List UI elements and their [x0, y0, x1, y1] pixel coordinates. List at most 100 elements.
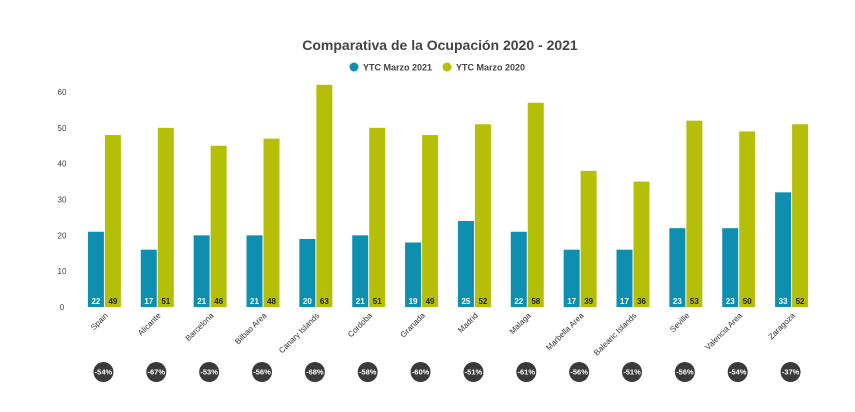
bar-value-label: 21 — [356, 297, 365, 306]
bar — [140, 249, 157, 307]
bar-value-label: 51 — [161, 297, 170, 306]
variation-badge — [357, 362, 378, 382]
bar-value-label: 17 — [144, 297, 153, 306]
bar — [352, 235, 369, 307]
variation-label: -56% — [570, 368, 588, 377]
x-tick-label: Bilbao Area — [233, 311, 269, 347]
variation-badge — [410, 362, 431, 382]
x-tick-label: Cordoba — [346, 311, 374, 339]
variation-badge — [569, 362, 590, 382]
variation-badge — [622, 362, 642, 382]
variation-badge — [93, 362, 114, 382]
variation-label: -51% — [465, 368, 483, 377]
x-tick-label: Spain — [89, 311, 110, 332]
bar-value-label: 20 — [303, 297, 312, 306]
y-tick-label: 50 — [58, 124, 67, 133]
bar-value-label: 33 — [779, 297, 788, 306]
x-tick-label: Balearic Islands — [592, 311, 638, 357]
bar-value-label: 46 — [214, 297, 223, 306]
x-tick-label: Madrid — [456, 311, 480, 335]
bar — [457, 221, 474, 307]
bar-value-label: 36 — [637, 297, 646, 306]
y-tick-label: 0 — [60, 303, 65, 312]
bar — [316, 84, 333, 307]
variation-label: -60% — [412, 368, 430, 377]
bar — [669, 228, 686, 307]
x-tick-label: Valencia Area — [703, 311, 744, 352]
bar-value-label: 25 — [461, 297, 470, 306]
bar-value-label: 52 — [478, 297, 487, 306]
variation-label: -54% — [729, 368, 747, 377]
bar — [87, 231, 104, 307]
bar — [633, 181, 650, 307]
bar — [246, 235, 263, 307]
legend-label: YTC Marzo 2021 — [363, 63, 432, 73]
x-tick-label: Barcelona — [184, 311, 216, 343]
variation-label: -58% — [359, 368, 377, 377]
variation-label: -53% — [200, 368, 218, 377]
bar-value-label: 52 — [796, 297, 805, 306]
bar-value-label: 50 — [743, 297, 752, 306]
bar — [616, 249, 633, 307]
variation-badge — [463, 362, 484, 382]
variation-label: -56% — [676, 368, 694, 377]
bar — [739, 131, 756, 307]
x-axis: Spain Alicante Barcelona Bilbao Area Canary … — [89, 311, 797, 358]
y-axis: 0 10 20 30 40 50 60 — [58, 88, 67, 312]
bar-value-label: 19 — [409, 297, 418, 306]
bar-value-label: 39 — [584, 297, 593, 306]
variation-badge — [727, 362, 748, 382]
bar — [422, 135, 439, 307]
variation-badge — [252, 362, 272, 382]
x-tick-label: Granada — [399, 311, 428, 340]
bar — [527, 102, 544, 307]
variation-label: -61% — [518, 368, 536, 377]
legend: YTC Marzo 2021 YTC Marzo 2020 — [349, 62, 525, 73]
y-tick-label: 30 — [58, 196, 67, 205]
bar — [474, 124, 491, 307]
bar — [775, 192, 792, 307]
bar — [299, 238, 316, 307]
bar-value-label: 22 — [91, 297, 100, 306]
legend-marker — [442, 62, 452, 72]
bar — [210, 145, 227, 307]
x-tick-label: Canary Islands — [277, 311, 321, 355]
bar-value-label: 17 — [567, 297, 576, 306]
variation-label: -67% — [148, 368, 166, 377]
bar — [792, 124, 809, 307]
bar-value-label: 48 — [267, 297, 276, 306]
variation-badge — [146, 362, 167, 382]
variation-badge — [516, 362, 537, 382]
bar — [722, 228, 739, 307]
variation-label: -56% — [253, 368, 271, 377]
variation-label: -54% — [95, 368, 113, 377]
x-tick-label: Alicante — [136, 311, 163, 338]
bar-value-label: 49 — [108, 297, 117, 306]
bar — [193, 235, 210, 307]
variation-badges: -54% -67% -53% -56% -68% -58% -60% -51% -61% -56%… — [93, 362, 801, 382]
bar-value-label: 21 — [197, 297, 206, 306]
bar — [510, 231, 527, 307]
bar — [369, 127, 386, 307]
bar-value-label: 17 — [620, 297, 629, 306]
variation-label: -51% — [623, 368, 641, 377]
variation-badge — [674, 362, 695, 382]
bar-value-label: 51 — [373, 297, 382, 306]
bar-value-label: 23 — [673, 297, 682, 306]
bar-value-label: 22 — [514, 297, 523, 306]
bar-value-label: 63 — [320, 297, 329, 306]
variation-badge — [304, 362, 325, 382]
bar — [580, 170, 597, 307]
bar — [104, 135, 121, 307]
legend-label: YTC Marzo 2020 — [456, 63, 525, 73]
bar — [405, 242, 422, 307]
x-tick-label: Malaga — [508, 311, 533, 336]
y-tick-label: 40 — [58, 160, 67, 169]
y-tick-label: 10 — [58, 267, 67, 276]
bars: 22 49 17 51 21 46 21 48 20 63 21 51 19 49 25 52 22 58 17 39… — [87, 84, 809, 308]
bar — [686, 120, 703, 308]
variation-label: -37% — [782, 368, 800, 377]
bar-value-label: 53 — [690, 297, 699, 306]
legend-marker — [349, 62, 359, 72]
